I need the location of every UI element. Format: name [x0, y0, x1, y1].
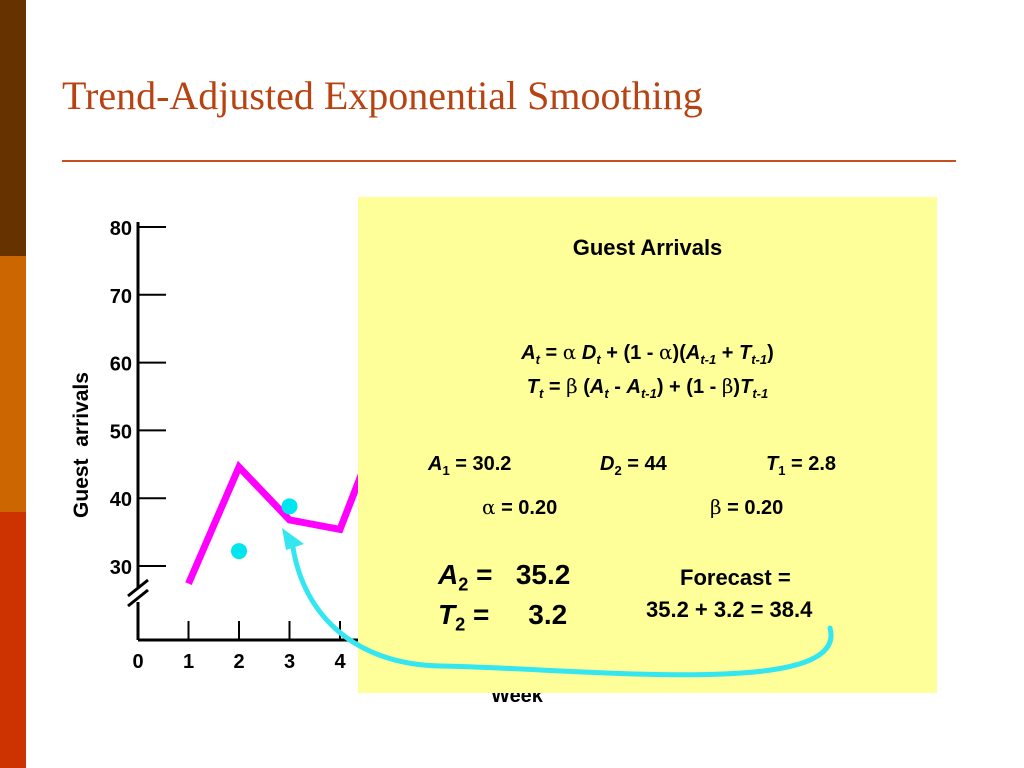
y-axis-label: Guest arrivals — [70, 372, 93, 518]
forecast-label: Forecast = — [680, 565, 791, 590]
beta-symbol: β — [566, 374, 578, 398]
demand-point — [281, 498, 298, 515]
demand-point — [231, 543, 247, 560]
beta-symbol: β — [710, 495, 722, 519]
result-a2: A2 = 35.2 — [438, 559, 571, 595]
x-tick-label: 4 — [334, 651, 346, 673]
y-tick-label: 80 — [110, 218, 132, 240]
sidebar-band-bottom — [0, 512, 26, 768]
given-alpha: α = 0.20 — [482, 495, 558, 519]
title-underline — [62, 160, 956, 162]
x-tick-label: 2 — [233, 651, 244, 673]
sidebar-band-top — [0, 0, 26, 256]
arrow-head — [282, 528, 304, 550]
panel-title: Guest Arrivals — [572, 235, 723, 260]
x-tick-label: 1 — [183, 651, 194, 673]
y-tick-label: 40 — [110, 489, 132, 511]
given-beta: β = 0.20 — [710, 495, 784, 519]
y-tick-label: 60 — [110, 354, 132, 376]
axis-break-mark — [127, 578, 149, 598]
info-panel: Guest Arrivals At = α Dt + (1 - α)(At-1 … — [358, 197, 937, 693]
given-a1: A1 = 30.2 — [428, 453, 512, 478]
y-tick-label: 30 — [110, 557, 132, 579]
x-tick-label: 3 — [284, 651, 295, 673]
beta-symbol: β — [721, 374, 734, 398]
given-t1: T1 = 2.8 — [766, 453, 837, 478]
formula-t: Tt = β (At - At-1) + (1 - β)Tt-1 — [526, 374, 769, 401]
y-tick-label: 50 — [110, 421, 132, 443]
result-t2: T2 = 3.2 — [438, 599, 568, 635]
sidebar-band-middle — [0, 256, 26, 512]
forecast-arrow — [289, 537, 834, 678]
alpha-symbol: α — [659, 340, 673, 364]
alpha-symbol: α — [482, 495, 496, 519]
formula-a: At = α Dt + (1 - α)(At-1 + Tt-1) — [521, 340, 774, 367]
forecast-line — [185, 460, 369, 586]
y-tick-label: 70 — [110, 286, 132, 308]
given-d2: D2 = 44 — [600, 453, 667, 478]
forecast-calculation: 35.2 + 3.2 = 38.4 — [646, 597, 813, 622]
axis-break-mark — [127, 588, 149, 608]
slide-title: Trend-Adjusted Exponential Smoothing — [62, 73, 703, 118]
alpha-symbol: α — [562, 340, 577, 364]
x-tick-label: 0 — [132, 651, 143, 673]
